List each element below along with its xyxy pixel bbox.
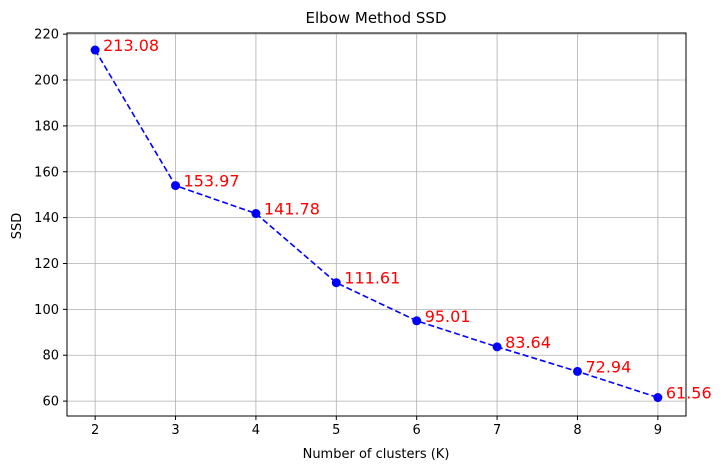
y-tick-label: 140	[34, 211, 59, 226]
x-tick-label: 2	[91, 423, 99, 438]
data-point	[492, 342, 502, 352]
data-label: 141.78	[264, 200, 320, 219]
series-ssd	[90, 45, 663, 403]
grid	[67, 33, 686, 416]
data-point	[572, 366, 582, 376]
y-tick-label: 100	[34, 303, 59, 318]
y-tick-label: 80	[42, 349, 59, 364]
y-tick-label: 220	[34, 28, 59, 43]
x-axis-label: Number of clusters (K)	[303, 447, 450, 462]
y-tick-label: 200	[34, 74, 59, 89]
data-label: 213.08	[103, 36, 159, 55]
y-tick-label: 160	[34, 165, 59, 180]
x-tick-label: 5	[332, 423, 340, 438]
data-label: 72.94	[585, 357, 631, 376]
data-label: 111.61	[344, 269, 400, 288]
data-label: 83.64	[505, 333, 551, 352]
x-tick-label: 8	[573, 423, 581, 438]
x-tick-label: 6	[413, 423, 421, 438]
x-tick-label: 7	[493, 423, 501, 438]
data-label: 61.56	[666, 384, 712, 403]
y-axis-label: SSD	[10, 213, 25, 240]
x-tick-label: 3	[171, 423, 179, 438]
y-tick-label: 60	[42, 395, 59, 410]
data-point	[171, 181, 181, 191]
chart-title: Elbow Method SSD	[306, 9, 447, 27]
data-point	[251, 209, 261, 219]
data-point	[653, 393, 663, 403]
data-labels: 213.08 153.97 141.78 111.61 95.01 83.64 72.94 6…	[103, 36, 712, 402]
data-label: 95.01	[425, 307, 471, 326]
x-tick-label: 9	[654, 423, 662, 438]
axis-ticks: 2 3 4 5 6 7 8 9 60 80 100 120 140 160 180 200 220	[34, 28, 662, 438]
data-point	[90, 45, 100, 55]
x-tick-label: 4	[252, 423, 260, 438]
y-tick-label: 120	[34, 257, 59, 272]
data-label: 153.97	[184, 172, 240, 191]
data-point	[331, 278, 341, 288]
data-point	[412, 316, 422, 326]
series-line	[94, 49, 659, 399]
y-tick-label: 180	[34, 119, 59, 134]
plot-frame	[66, 32, 687, 417]
